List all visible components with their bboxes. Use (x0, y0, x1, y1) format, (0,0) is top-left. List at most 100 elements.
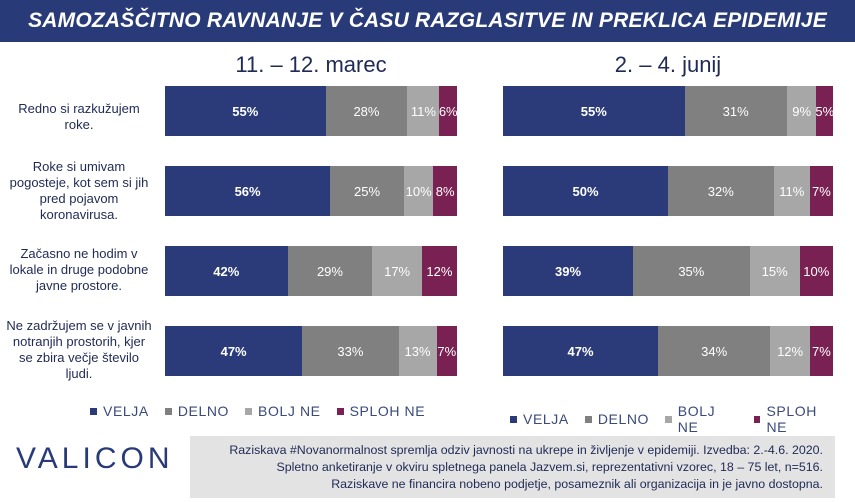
legend-item-velja: VELJA (510, 411, 569, 427)
bar-segment-velja: 56% (165, 166, 331, 216)
bar-segment-delno: 35% (633, 246, 750, 296)
data-label: 13% (404, 343, 431, 359)
legend-label: VELJA (523, 411, 569, 427)
legend-item-sploh-ne: SPLOH NE (336, 403, 426, 419)
data-label: 7% (812, 343, 831, 359)
footer-line-1: Raziskava #Novanormalnost spremlja odziv… (229, 443, 823, 457)
bar-row: 47% 33% 13% 7% (165, 326, 457, 376)
bar-segment-sploh-ne: 5% (816, 86, 833, 136)
bar-segment-delno: 25% (330, 166, 404, 216)
bar-segment-bolj-ne: 12% (770, 326, 810, 376)
data-label: 12% (426, 263, 453, 279)
bar-row: 55% 28% 11% 6% (165, 86, 457, 136)
row-label-line: lokale in druge podobne (9, 262, 149, 277)
title-bar: SAMOZAŠČITNO RAVNANJE V ČASU RAZGLASITVE… (0, 0, 855, 42)
data-label: 7% (812, 183, 831, 199)
data-label: 32% (707, 183, 734, 199)
data-label: 47% (220, 343, 247, 359)
bar-segment-sploh-ne: 7% (809, 166, 833, 216)
legend-swatch (753, 415, 761, 423)
row-label-line: notranjih prostorih, kjer (12, 334, 146, 349)
bar-segment-sploh-ne: 12% (421, 246, 457, 296)
footer-line-3: Raziskave ne financira nobeno podjetje, … (331, 477, 823, 491)
legend-label: DELNO (597, 411, 650, 427)
row-label-line: javne prostore. (36, 278, 122, 293)
data-label: 8% (435, 183, 455, 199)
row-label: Začasno ne hodim v lokale in druge podobn… (0, 246, 158, 294)
legend-swatch (164, 407, 172, 415)
data-label: 11% (779, 183, 805, 199)
data-label: 29% (316, 263, 343, 279)
legend-item-velja: VELJA (90, 403, 149, 419)
data-label: 7% (437, 343, 457, 359)
data-label: 15% (761, 263, 788, 279)
legend-swatch (245, 407, 253, 415)
bar-row: 55% 31% 9% 5% (503, 86, 833, 136)
bar-segment-bolj-ne: 17% (372, 246, 422, 296)
legend-item-bolj-ne: BOLJ NE (245, 403, 321, 419)
data-label: 34% (701, 343, 728, 359)
bar-segment-velja: 50% (503, 166, 668, 216)
bar-segment-sploh-ne: 7% (436, 326, 457, 376)
data-label: 6% (439, 103, 457, 119)
data-label: 47% (567, 343, 594, 359)
data-label: 10% (803, 263, 830, 279)
legend-swatch (584, 415, 592, 423)
row-label-line: se zbira večje število (19, 350, 139, 365)
data-label: 11% (410, 103, 436, 119)
data-label: 17% (384, 263, 411, 279)
bar-row: 56% 25% 10% 8% (165, 166, 457, 216)
data-label: 55% (580, 103, 607, 119)
row-label-line: Redno si razkužujem (18, 101, 140, 116)
legend-item-delno: DELNO (164, 403, 230, 419)
data-label: 50% (572, 183, 599, 199)
data-label: 35% (678, 263, 705, 279)
row-label-line: Začasno ne hodim v (20, 246, 138, 261)
legend-swatch (336, 407, 344, 415)
legend-item-bolj-ne: BOLJ NE (665, 403, 738, 435)
footer-box: Raziskava #Novanormalnost spremlja odziv… (190, 436, 835, 498)
row-label-line: roke. (64, 117, 94, 132)
legend-swatch (665, 415, 672, 423)
legend-label: DELNO (177, 403, 230, 419)
row-label: Redno si razkužujem roke. (0, 101, 158, 133)
row-label-line: pred pojavom (39, 191, 119, 206)
bar-segment-sploh-ne: 10% (799, 246, 833, 296)
chart-title: SAMOZAŠČITNO RAVNANJE V ČASU RAZGLASITVE… (28, 9, 827, 32)
legend-label: BOLJ NE (677, 403, 716, 435)
row-label-line: Roke si umivam (32, 159, 126, 174)
data-label: 55% (232, 103, 259, 119)
data-label: 5% (816, 103, 833, 119)
bar-segment-sploh-ne: 8% (433, 166, 457, 216)
bar-segment-velja: 55% (165, 86, 326, 136)
data-label: 33% (337, 343, 364, 359)
data-label: 39% (554, 263, 582, 279)
data-label: 31% (722, 103, 749, 119)
legend-label: BOLJ NE (258, 403, 321, 419)
row-label-line: pogosteje, kot sem si jih (9, 175, 149, 190)
bar-segment-velja: 55% (503, 86, 685, 136)
panel-title-march: 11. – 12. marec (235, 52, 387, 77)
bar-segment-delno: 34% (658, 326, 771, 376)
bar-segment-bolj-ne: 10% (403, 166, 434, 216)
bar-segment-velja: 39% (503, 246, 633, 296)
bar-segment-bolj-ne: 9% (786, 86, 817, 136)
data-label: 12% (777, 343, 804, 359)
bar-row: 50% 32% 11% 7% (503, 166, 833, 216)
bar-segment-velja: 42% (165, 246, 288, 296)
row-label: Ne zadržujem se v javnih notranjih prosto… (0, 318, 158, 382)
legend-label: SPLOH NE (349, 403, 426, 419)
data-label: 25% (354, 183, 381, 199)
bar-segment-bolj-ne: 15% (749, 246, 800, 296)
legend-swatch (90, 407, 97, 415)
legend-item-delno: DELNO (584, 411, 650, 427)
bar-row: 47% 34% 12% 7% (503, 326, 833, 376)
legend-march: VELJA DELNO BOLJ NE SPLOH NE (90, 403, 441, 419)
data-label: 9% (792, 103, 812, 119)
data-label: 10% (405, 183, 432, 199)
legend-swatch (510, 415, 517, 423)
legend-label: VELJA (103, 403, 149, 419)
row-label-line: koronavirusa. (39, 207, 119, 222)
bar-segment-delno: 28% (325, 86, 408, 136)
bar-row: 39% 35% 15% 10% (503, 246, 833, 296)
